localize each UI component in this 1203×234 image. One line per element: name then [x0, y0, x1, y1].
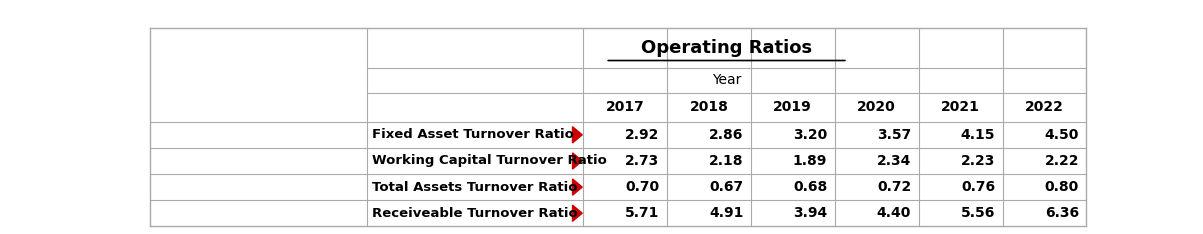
Text: 2021: 2021 — [941, 100, 980, 114]
Text: 0.76: 0.76 — [961, 180, 995, 194]
Text: 2018: 2018 — [689, 100, 728, 114]
Text: 4.91: 4.91 — [709, 206, 743, 220]
Text: Year: Year — [712, 73, 741, 87]
Polygon shape — [573, 205, 582, 221]
Text: 3.94: 3.94 — [793, 206, 828, 220]
Polygon shape — [573, 179, 582, 195]
Text: Working Capital Turnover Ratio: Working Capital Turnover Ratio — [372, 154, 608, 168]
Text: 2.18: 2.18 — [709, 154, 743, 168]
Polygon shape — [573, 153, 582, 169]
Text: 0.67: 0.67 — [710, 180, 743, 194]
Text: 2.86: 2.86 — [709, 128, 743, 142]
Text: Fixed Asset Turnover Ratio: Fixed Asset Turnover Ratio — [372, 128, 574, 141]
Text: 5.71: 5.71 — [626, 206, 659, 220]
Text: 2017: 2017 — [605, 100, 645, 114]
Polygon shape — [573, 127, 582, 143]
Text: 0.72: 0.72 — [877, 180, 911, 194]
Text: 0.68: 0.68 — [793, 180, 828, 194]
Text: 4.15: 4.15 — [960, 128, 995, 142]
Text: Operating Ratios: Operating Ratios — [641, 39, 812, 57]
Text: 2.23: 2.23 — [961, 154, 995, 168]
Text: 2.73: 2.73 — [626, 154, 659, 168]
Text: 4.40: 4.40 — [877, 206, 911, 220]
Text: 2020: 2020 — [858, 100, 896, 114]
Text: 2022: 2022 — [1025, 100, 1063, 114]
Text: 2.92: 2.92 — [626, 128, 659, 142]
Text: Receiveable Turnover Ratio: Receiveable Turnover Ratio — [372, 207, 577, 220]
Text: 1.89: 1.89 — [793, 154, 828, 168]
Text: 5.56: 5.56 — [961, 206, 995, 220]
Text: 3.57: 3.57 — [877, 128, 911, 142]
Text: 6.36: 6.36 — [1045, 206, 1079, 220]
Text: 2.34: 2.34 — [877, 154, 911, 168]
Text: 3.20: 3.20 — [793, 128, 828, 142]
Text: 0.80: 0.80 — [1044, 180, 1079, 194]
Text: 0.70: 0.70 — [626, 180, 659, 194]
Text: 2019: 2019 — [774, 100, 812, 114]
Text: Total Assets Turnover Ratio: Total Assets Turnover Ratio — [372, 181, 577, 194]
Text: 2.22: 2.22 — [1044, 154, 1079, 168]
Text: 4.50: 4.50 — [1044, 128, 1079, 142]
